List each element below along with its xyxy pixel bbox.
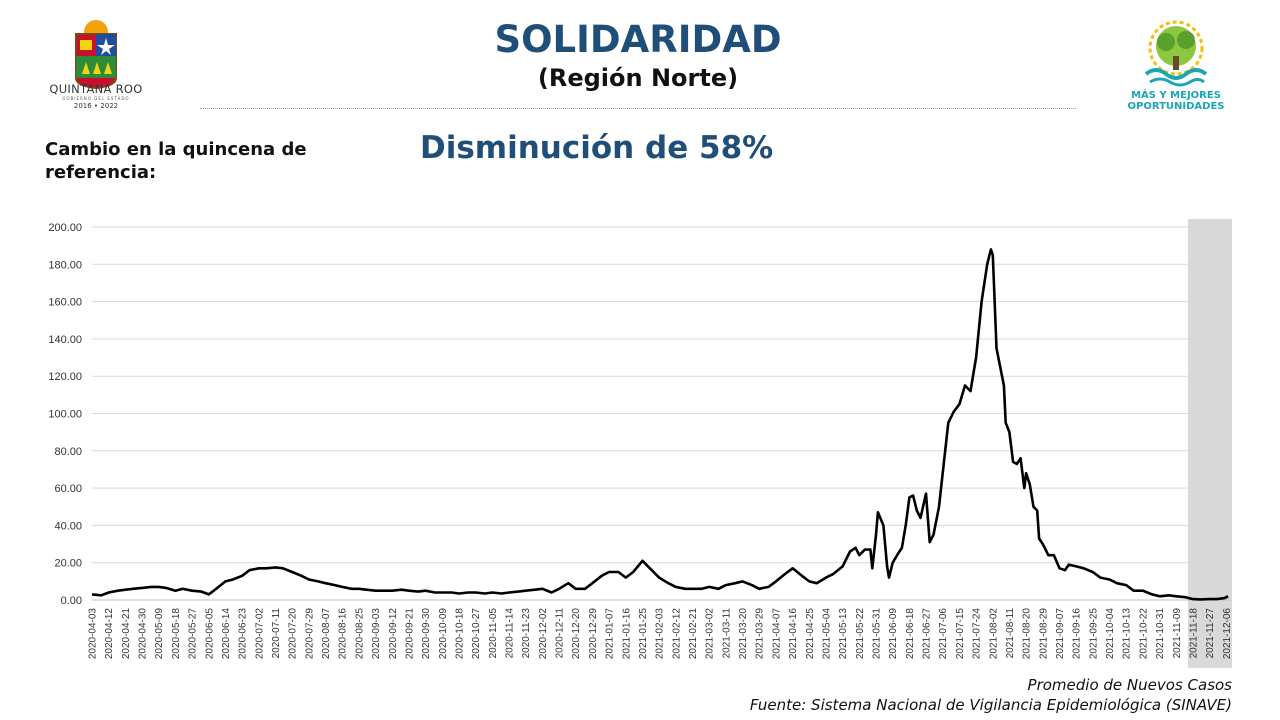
x-tick-label: 2020-07-02 <box>254 608 265 660</box>
x-tick-label: 2021-03-29 <box>755 608 766 660</box>
x-tick-label: 2021-05-04 <box>821 608 832 660</box>
x-tick-label: 2020-07-20 <box>288 608 299 660</box>
x-tick-label: 2021-04-25 <box>805 608 816 660</box>
x-tick-label: 2021-02-21 <box>688 608 699 660</box>
x-tick-label: 2021-10-13 <box>1122 608 1133 660</box>
period-text: 2016 • 2022 <box>73 102 119 110</box>
series-line-promedio <box>91 248 1229 601</box>
x-tick-label: 2021-09-16 <box>1072 608 1083 660</box>
x-tick-label: 2020-11-05 <box>488 608 499 659</box>
cases-line-chart: 0.00 20.00 40.00 60.00 80.00 100.00 120.00 140.… <box>48 219 1233 668</box>
change-label: Cambio en la quincena de referencia: <box>45 139 307 183</box>
headline-change: Disminución de 58% <box>420 130 774 166</box>
x-tick-label: 2020-08-16 <box>338 608 349 660</box>
coat-of-arms-icon <box>75 20 117 90</box>
recent-period-highlight <box>1187 219 1232 668</box>
source-note: Fuente: Sistema Nacional de Vigilancia E… <box>749 696 1232 714</box>
x-tick-label: 2020-04-30 <box>138 608 149 660</box>
y-tick-label: 0.00 <box>61 595 82 607</box>
x-tick-label: 2020-11-14 <box>505 608 516 659</box>
x-tick-label: 2020-09-21 <box>404 608 415 660</box>
x-tick-label: 2020-10-27 <box>471 608 482 660</box>
x-tick-label: 2021-03-20 <box>738 608 749 660</box>
x-tick-label: 2020-05-09 <box>154 608 165 660</box>
x-tick-label: 2020-10-18 <box>454 608 465 660</box>
logo-line2: OPORTUNIDADES <box>1127 101 1225 112</box>
y-tick-label: 100.00 <box>48 409 82 421</box>
x-tick-label: 2020-12-11 <box>555 608 566 659</box>
x-tick-label: 2021-11-18 <box>1188 608 1199 659</box>
x-tick-label: 2021-08-02 <box>988 608 999 660</box>
x-tick-label: 2021-01-25 <box>638 608 649 660</box>
x-tick-label: 2021-04-16 <box>788 608 799 660</box>
x-tick-label: 2021-06-27 <box>922 608 933 660</box>
y-tick-label: 60.00 <box>54 483 82 495</box>
x-tick-label: 2021-02-03 <box>655 608 666 660</box>
x-tick-label: 2021-11-27 <box>1205 608 1216 659</box>
x-tick-label: 2021-06-18 <box>905 608 916 660</box>
x-tick-label: 2020-09-12 <box>388 608 399 660</box>
quintana-roo-logo: QUINTANA ROO GOBIERNO DEL ESTADO 2016 • … <box>44 18 148 114</box>
x-tick-label: 2020-05-27 <box>188 608 199 660</box>
mas-y-mejores-logo: MÁS Y MEJORES OPORTUNIDADES <box>1128 20 1225 116</box>
x-tick-label: 2020-08-07 <box>321 608 332 660</box>
y-tick-label: 180.00 <box>48 259 82 271</box>
x-tick-label: 2021-08-20 <box>1022 608 1033 660</box>
x-tick-label: 2020-08-25 <box>354 608 365 660</box>
y-tick-label: 40.00 <box>54 520 82 532</box>
x-tick-label: 2021-05-22 <box>855 608 866 660</box>
x-tick-label: 2021-10-31 <box>1155 608 1166 660</box>
y-tick-label: 80.00 <box>54 446 82 458</box>
x-tick-label: 2021-08-11 <box>1005 608 1016 659</box>
y-tick-label: 20.00 <box>54 558 82 570</box>
x-tick-label: 2021-01-16 <box>621 608 632 660</box>
y-tick-label: 140.00 <box>48 334 82 346</box>
header-divider <box>200 108 1076 109</box>
x-tick-label: 2021-01-07 <box>605 608 616 660</box>
x-tick-label: 2021-03-02 <box>705 608 716 660</box>
x-tick-label: 2021-05-13 <box>838 608 849 660</box>
gobierno-text: GOBIERNO DEL ESTADO <box>62 96 130 101</box>
x-tick-label: 2021-07-24 <box>972 608 983 660</box>
x-tick-label: 2021-07-06 <box>938 608 949 660</box>
x-tick-label: 2020-06-14 <box>221 608 232 660</box>
x-tick-label: 2020-07-29 <box>304 608 315 660</box>
x-tick-label: 2021-05-31 <box>871 608 882 660</box>
x-tick-label: 2021-12-06 <box>1222 608 1233 660</box>
page-title: SOLIDARIDAD <box>494 18 782 61</box>
x-tick-label: 2021-10-04 <box>1105 608 1116 660</box>
x-tick-label: 2021-11-09 <box>1172 608 1183 659</box>
x-tick-label: 2020-06-23 <box>238 608 249 660</box>
x-tick-label: 2021-02-12 <box>671 608 682 660</box>
page-subtitle: (Región Norte) <box>537 64 739 92</box>
y-tick-label: 120.00 <box>48 371 82 383</box>
x-tick-label: 2020-09-03 <box>371 608 382 660</box>
x-tick-label: 2021-09-25 <box>1088 608 1099 660</box>
x-tick-label: 2020-06-05 <box>204 608 215 660</box>
y-tick-label: 200.00 <box>48 222 82 234</box>
x-tick-label: 2020-04-12 <box>104 608 115 660</box>
x-tick-label: 2021-08-29 <box>1038 608 1049 660</box>
x-tick-label: 2021-10-22 <box>1138 608 1149 660</box>
series-legend: Promedio de Nuevos Casos <box>1027 676 1232 694</box>
x-tick-label: 2020-04-21 <box>121 608 132 660</box>
x-tick-label: 2020-05-18 <box>171 608 182 660</box>
x-tick-label: 2020-11-23 <box>521 608 532 659</box>
x-tick-label: 2020-12-20 <box>571 608 582 660</box>
x-tick-label: 2021-04-07 <box>771 608 782 660</box>
x-tick-label: 2021-03-11 <box>721 608 732 659</box>
x-tick-label: 2021-09-07 <box>1055 608 1066 660</box>
y-tick-label: 160.00 <box>48 297 82 309</box>
x-tick-label: 2020-12-02 <box>538 608 549 660</box>
logo-line1: MÁS Y MEJORES <box>1131 90 1221 101</box>
x-tick-label: 2020-07-11 <box>271 608 282 659</box>
x-tick-label: 2021-07-15 <box>955 608 966 660</box>
x-tick-label: 2020-12-29 <box>588 608 599 660</box>
x-tick-label: 2021-06-09 <box>888 608 899 660</box>
quintana-roo-name: QUINTANA ROO <box>49 82 143 96</box>
x-tick-label: 2020-04-03 <box>88 608 99 660</box>
tree-icon <box>1144 20 1208 87</box>
x-tick-label: 2020-10-09 <box>438 608 449 660</box>
x-tick-label: 2020-09-30 <box>421 608 432 660</box>
